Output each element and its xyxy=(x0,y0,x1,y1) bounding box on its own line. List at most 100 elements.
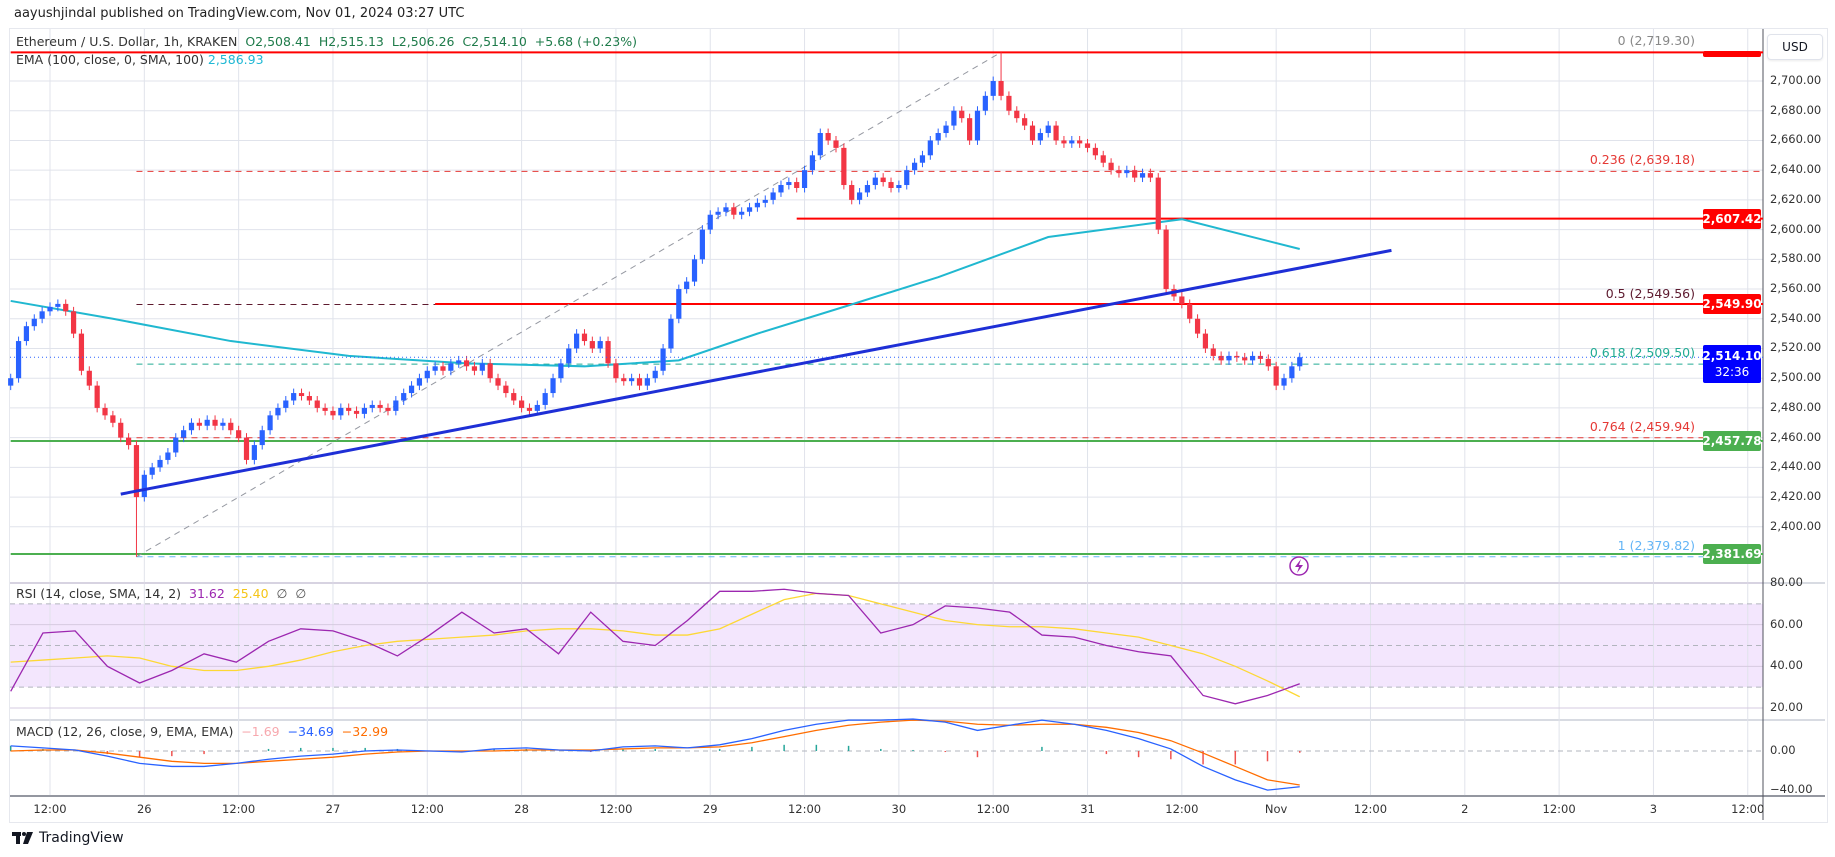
candle xyxy=(204,415,210,431)
candle xyxy=(110,410,116,428)
x-tick-label: 12:00 xyxy=(410,802,444,816)
x-tick-label: 31 xyxy=(1080,802,1095,816)
x-tick-label: 3 xyxy=(1649,802,1658,816)
candle-body xyxy=(1014,110,1020,119)
candle xyxy=(1179,292,1185,309)
macd-legend[interactable]: MACD (12, 26, close, 9, EMA, EMA) −1.69 … xyxy=(16,724,388,739)
candle-body xyxy=(691,259,698,282)
candle-body xyxy=(47,306,53,312)
candle xyxy=(338,403,344,420)
y-tick-label: 2,680.00 xyxy=(1770,102,1822,117)
candle-body xyxy=(1194,318,1201,334)
candle-body xyxy=(1045,125,1051,134)
candle xyxy=(432,361,438,376)
candle xyxy=(699,225,705,264)
candle xyxy=(1006,91,1012,116)
y-tick-label: 2,640.00 xyxy=(1770,162,1822,177)
candle-body xyxy=(699,229,705,260)
candle xyxy=(291,388,297,405)
symbol-name[interactable]: Ethereum / U.S. Dollar, 1h, KRAKEN xyxy=(16,34,238,49)
candle-body xyxy=(385,407,391,411)
candle xyxy=(393,396,399,416)
y-tick-label: 2,560.00 xyxy=(1770,281,1822,296)
candle-body xyxy=(613,363,619,379)
candle xyxy=(236,425,242,443)
macd-signal-value: −32.99 xyxy=(341,724,389,739)
candle-body xyxy=(212,419,218,426)
candle xyxy=(243,433,250,465)
candle xyxy=(385,403,391,416)
candle xyxy=(872,173,878,190)
candle xyxy=(479,358,485,376)
candle-body xyxy=(86,370,92,386)
price-level-tag: 2,457.78 xyxy=(1702,430,1762,451)
candle-body xyxy=(927,140,933,156)
candle-body xyxy=(1210,348,1216,356)
rsi-legend[interactable]: RSI (14, close, SMA, 14, 2) 31.62 25.40 … xyxy=(16,586,306,601)
candle xyxy=(275,403,281,420)
lightning-icon[interactable] xyxy=(1289,556,1309,576)
candle-body xyxy=(456,360,462,364)
candle xyxy=(550,373,556,398)
candle-body xyxy=(369,404,375,408)
candle-body xyxy=(1226,355,1232,361)
candle-body xyxy=(621,378,627,382)
candle-body xyxy=(951,110,957,126)
candle-body xyxy=(558,363,564,379)
candle xyxy=(1147,168,1153,183)
candle-body xyxy=(1053,125,1059,141)
brand-name: TradingView xyxy=(39,830,124,846)
x-tick-label: 28 xyxy=(514,802,529,816)
candle-body xyxy=(196,422,202,426)
candle xyxy=(157,455,163,472)
candle-body xyxy=(1265,358,1271,367)
candle xyxy=(471,361,478,376)
candle-body xyxy=(322,407,328,411)
ema-legend[interactable]: EMA (100, close, 0, SMA, 100) 2,586.93 xyxy=(16,52,264,67)
candle xyxy=(448,358,454,376)
candle-body xyxy=(1139,173,1146,178)
candle xyxy=(377,400,383,413)
candle xyxy=(1297,352,1303,371)
candle xyxy=(330,406,336,420)
candle-body xyxy=(801,170,808,188)
candle-body xyxy=(361,407,367,414)
candle-body xyxy=(487,363,493,379)
candle xyxy=(825,128,831,145)
currency-button[interactable]: USD xyxy=(1767,34,1823,60)
candle xyxy=(526,403,533,416)
candle-body xyxy=(298,393,305,397)
candle-body xyxy=(605,341,611,364)
candle-body xyxy=(1061,140,1067,144)
y-tick-label: 2,620.00 xyxy=(1770,191,1822,206)
candle-body xyxy=(330,410,336,416)
candle-body xyxy=(856,192,863,200)
chart-container[interactable] xyxy=(9,28,1828,823)
candle-body xyxy=(220,422,226,426)
candle-body xyxy=(165,452,171,460)
candle-body xyxy=(990,81,996,96)
candle-body xyxy=(1179,296,1185,304)
candle-body xyxy=(967,118,973,141)
candle-body xyxy=(762,199,768,203)
candle xyxy=(1108,158,1114,175)
candle xyxy=(1226,351,1232,365)
candle-body xyxy=(1124,170,1130,174)
candle xyxy=(1249,351,1256,365)
candle-body xyxy=(416,378,423,386)
x-tick-label: 12:00 xyxy=(787,802,822,816)
candle-body xyxy=(141,474,147,498)
candle-body xyxy=(393,400,399,411)
tradingview-logo[interactable]: TradingView xyxy=(12,830,124,846)
candle xyxy=(691,254,698,287)
macd-signal-line xyxy=(10,719,1300,786)
candle xyxy=(102,403,108,420)
candle xyxy=(566,344,572,368)
x-tick-label: 26 xyxy=(136,802,152,816)
candle xyxy=(503,381,509,398)
candle-body xyxy=(338,407,344,416)
x-tick-label: 2 xyxy=(1461,802,1469,816)
candle-body xyxy=(912,162,918,171)
candle xyxy=(574,329,580,353)
